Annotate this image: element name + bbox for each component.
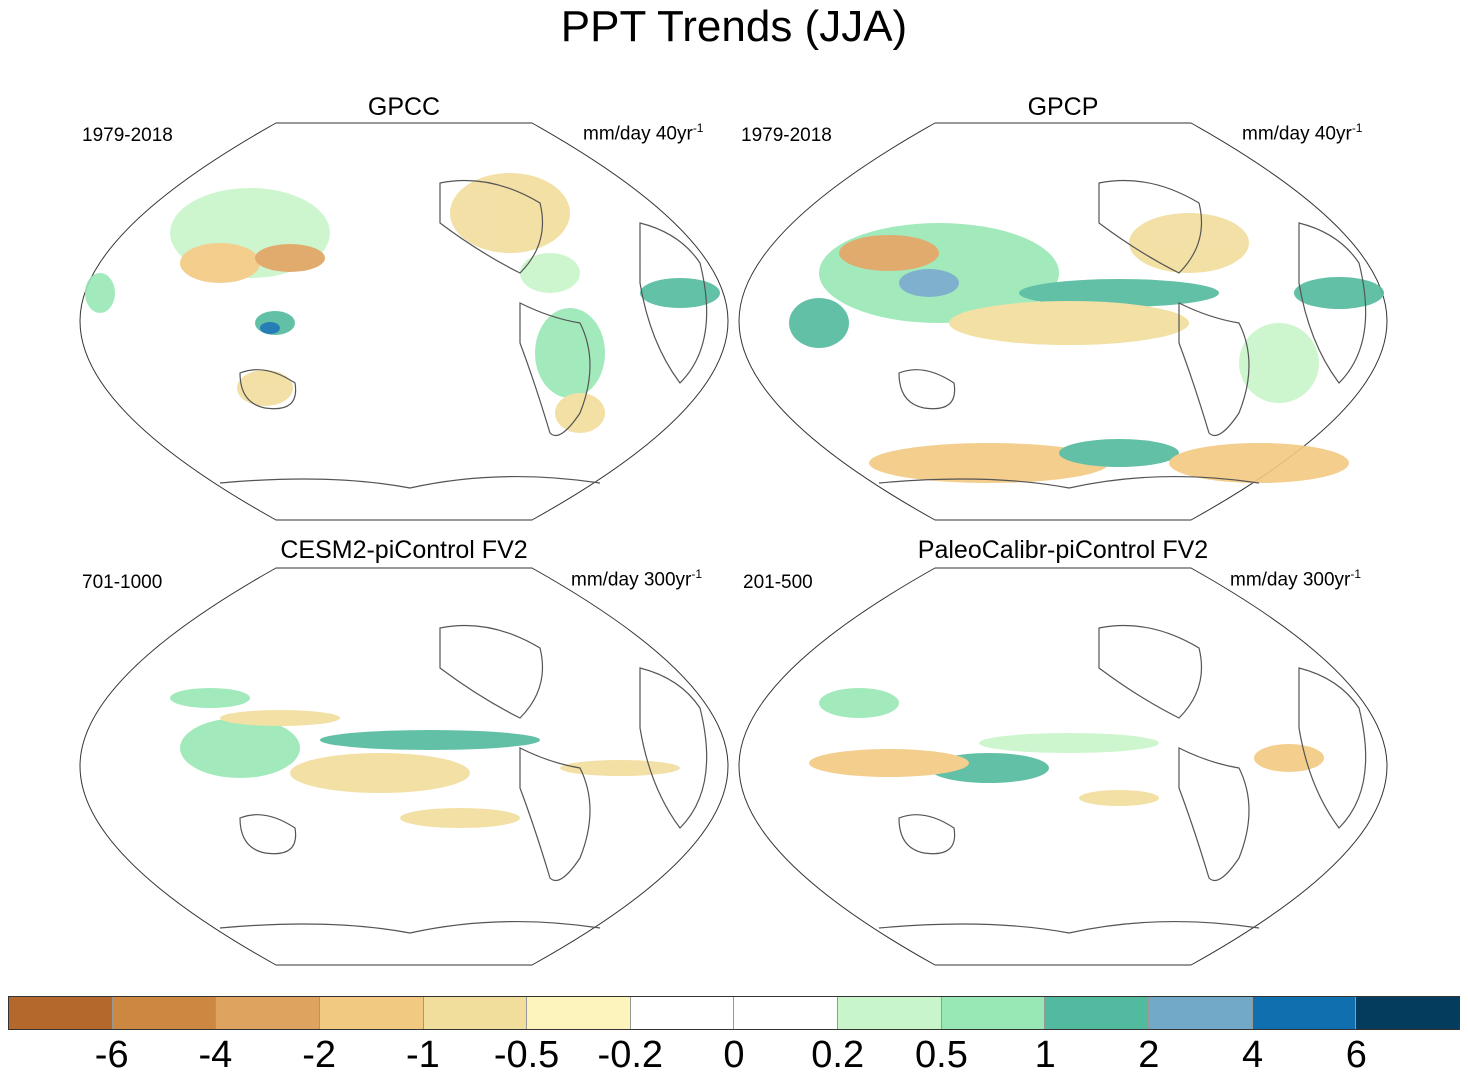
colorbar-tick-label: -6 bbox=[94, 1034, 129, 1076]
precip-anomaly-fields bbox=[809, 688, 1324, 806]
colorbar-swatch bbox=[734, 997, 839, 1029]
colorbar-swatch bbox=[112, 997, 217, 1029]
colorbar-tick-label: 2 bbox=[1138, 1034, 1160, 1076]
panel-title-paleocalibr: PaleoCalibr-piControl FV2 bbox=[917, 536, 1209, 564]
coastlines bbox=[219, 179, 708, 489]
panel-units-cesm2: mm/day 300yr-1 bbox=[571, 567, 703, 591]
map-gpcc bbox=[79, 122, 729, 521]
colorbar-tick-label: 0 bbox=[723, 1034, 745, 1076]
colorbar-swatch bbox=[319, 997, 424, 1029]
colorbar-swatch bbox=[9, 997, 113, 1029]
colorbar-swatch bbox=[1149, 997, 1253, 1029]
coastlines bbox=[219, 624, 708, 934]
precip-anomaly-fields bbox=[85, 173, 720, 433]
panel-units-gpcp: mm/day 40yr-1 bbox=[1242, 121, 1363, 145]
panel-title-gpcp: GPCP bbox=[1027, 93, 1099, 121]
colorbar-tick-label: 6 bbox=[1345, 1034, 1367, 1076]
precip-anomaly-fields bbox=[789, 213, 1384, 483]
coastlines bbox=[878, 179, 1367, 489]
colorbar-tick-label: 0.2 bbox=[811, 1034, 865, 1076]
colorbar-tick-label: 1 bbox=[1034, 1034, 1056, 1076]
colorbar-swatch bbox=[630, 997, 735, 1029]
colorbar-tick-label: 0.5 bbox=[915, 1034, 968, 1076]
map-cesm2 bbox=[79, 567, 729, 966]
panel-title-cesm2: CESM2-piControl FV2 bbox=[280, 536, 528, 564]
colorbar-tick-label: -4 bbox=[198, 1034, 233, 1076]
colorbar-tick-label: -2 bbox=[302, 1034, 337, 1076]
colorbar-swatch bbox=[423, 997, 528, 1029]
coastlines bbox=[878, 624, 1367, 934]
panel-units-gpcc: mm/day 40yr-1 bbox=[583, 121, 704, 145]
colorbar-swatch bbox=[216, 997, 320, 1029]
colorbar-swatch bbox=[1252, 997, 1357, 1029]
colorbar-swatch bbox=[838, 997, 942, 1029]
panel-period-cesm2: 701-1000 bbox=[82, 572, 163, 593]
colorbar-swatch bbox=[941, 997, 1046, 1029]
panel-title-gpcc: GPCC bbox=[367, 93, 441, 121]
colorbar bbox=[8, 996, 1460, 1030]
colorbar-tick-label: -0.5 bbox=[493, 1034, 560, 1076]
map-outline bbox=[79, 122, 729, 521]
colorbar-swatch bbox=[1356, 997, 1459, 1029]
colorbar-swatch bbox=[1045, 997, 1150, 1029]
colorbar-swatch bbox=[527, 997, 631, 1029]
colorbar-tick-label: 4 bbox=[1241, 1034, 1264, 1076]
panel-units-paleocalibr: mm/day 300yr-1 bbox=[1230, 567, 1362, 591]
colorbar-tick-label: -1 bbox=[405, 1034, 440, 1076]
panel-period-gpcp: 1979-2018 bbox=[741, 125, 832, 146]
colorbar-tick-label: -0.2 bbox=[597, 1034, 664, 1076]
figure-title: PPT Trends (JJA) bbox=[560, 2, 908, 51]
panel-period-paleocalibr: 201-500 bbox=[743, 572, 813, 593]
panel-period-gpcc: 1979-2018 bbox=[82, 125, 173, 146]
map-paleocalibr bbox=[738, 567, 1388, 966]
map-gpcp bbox=[738, 122, 1388, 521]
map-outline bbox=[738, 567, 1388, 966]
precip-anomaly-fields bbox=[170, 688, 680, 828]
